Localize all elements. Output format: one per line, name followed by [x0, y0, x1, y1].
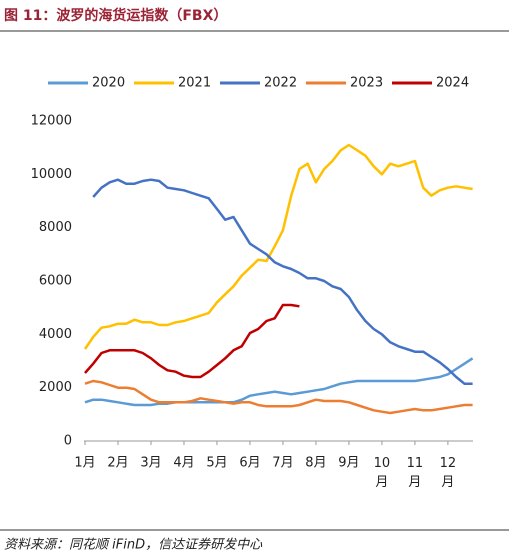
- legend-label: 2024: [436, 76, 469, 91]
- source-note: 资料来源：同花顺 iFinD，信达证券研发中心: [4, 538, 263, 553]
- chart-title: 图 11：波罗的海货运指数（FBX）: [4, 7, 227, 24]
- series-line: [84, 379, 473, 415]
- series-line: [83, 143, 473, 350]
- y-tick-label: 0: [64, 434, 72, 449]
- legend-label: 2022: [264, 76, 297, 91]
- x-tick-label: 1月: [74, 456, 95, 471]
- x-tick-label: 8月: [305, 456, 326, 471]
- y-tick-label: 6000: [39, 274, 72, 289]
- series-line: [84, 357, 474, 407]
- x-tick-label: 7月: [272, 456, 293, 471]
- legend-label: 2023: [350, 76, 383, 91]
- legend-label: 2020: [92, 76, 125, 91]
- series-line: [84, 303, 300, 379]
- x-tick-label: 4月: [173, 456, 194, 471]
- x-tick-label: 6月: [239, 456, 260, 471]
- x-tick-label: 10 月: [374, 456, 391, 490]
- x-tick-label: 3月: [140, 456, 161, 471]
- legend-label: 2021: [178, 76, 211, 91]
- x-tick-label: 9月: [338, 456, 359, 471]
- y-tick-label: 2000: [39, 380, 72, 395]
- y-tick-label: 12000: [31, 114, 72, 129]
- x-tick-label: 2月: [107, 456, 128, 471]
- y-tick-label: 10000: [31, 167, 72, 182]
- x-tick-label: 5月: [206, 456, 227, 471]
- y-tick-label: 8000: [39, 220, 72, 235]
- series-line: [92, 178, 473, 385]
- y-tick-label: 4000: [39, 327, 72, 342]
- x-tick-label: 12 月: [440, 456, 457, 490]
- x-tick-label: 11 月: [407, 456, 424, 490]
